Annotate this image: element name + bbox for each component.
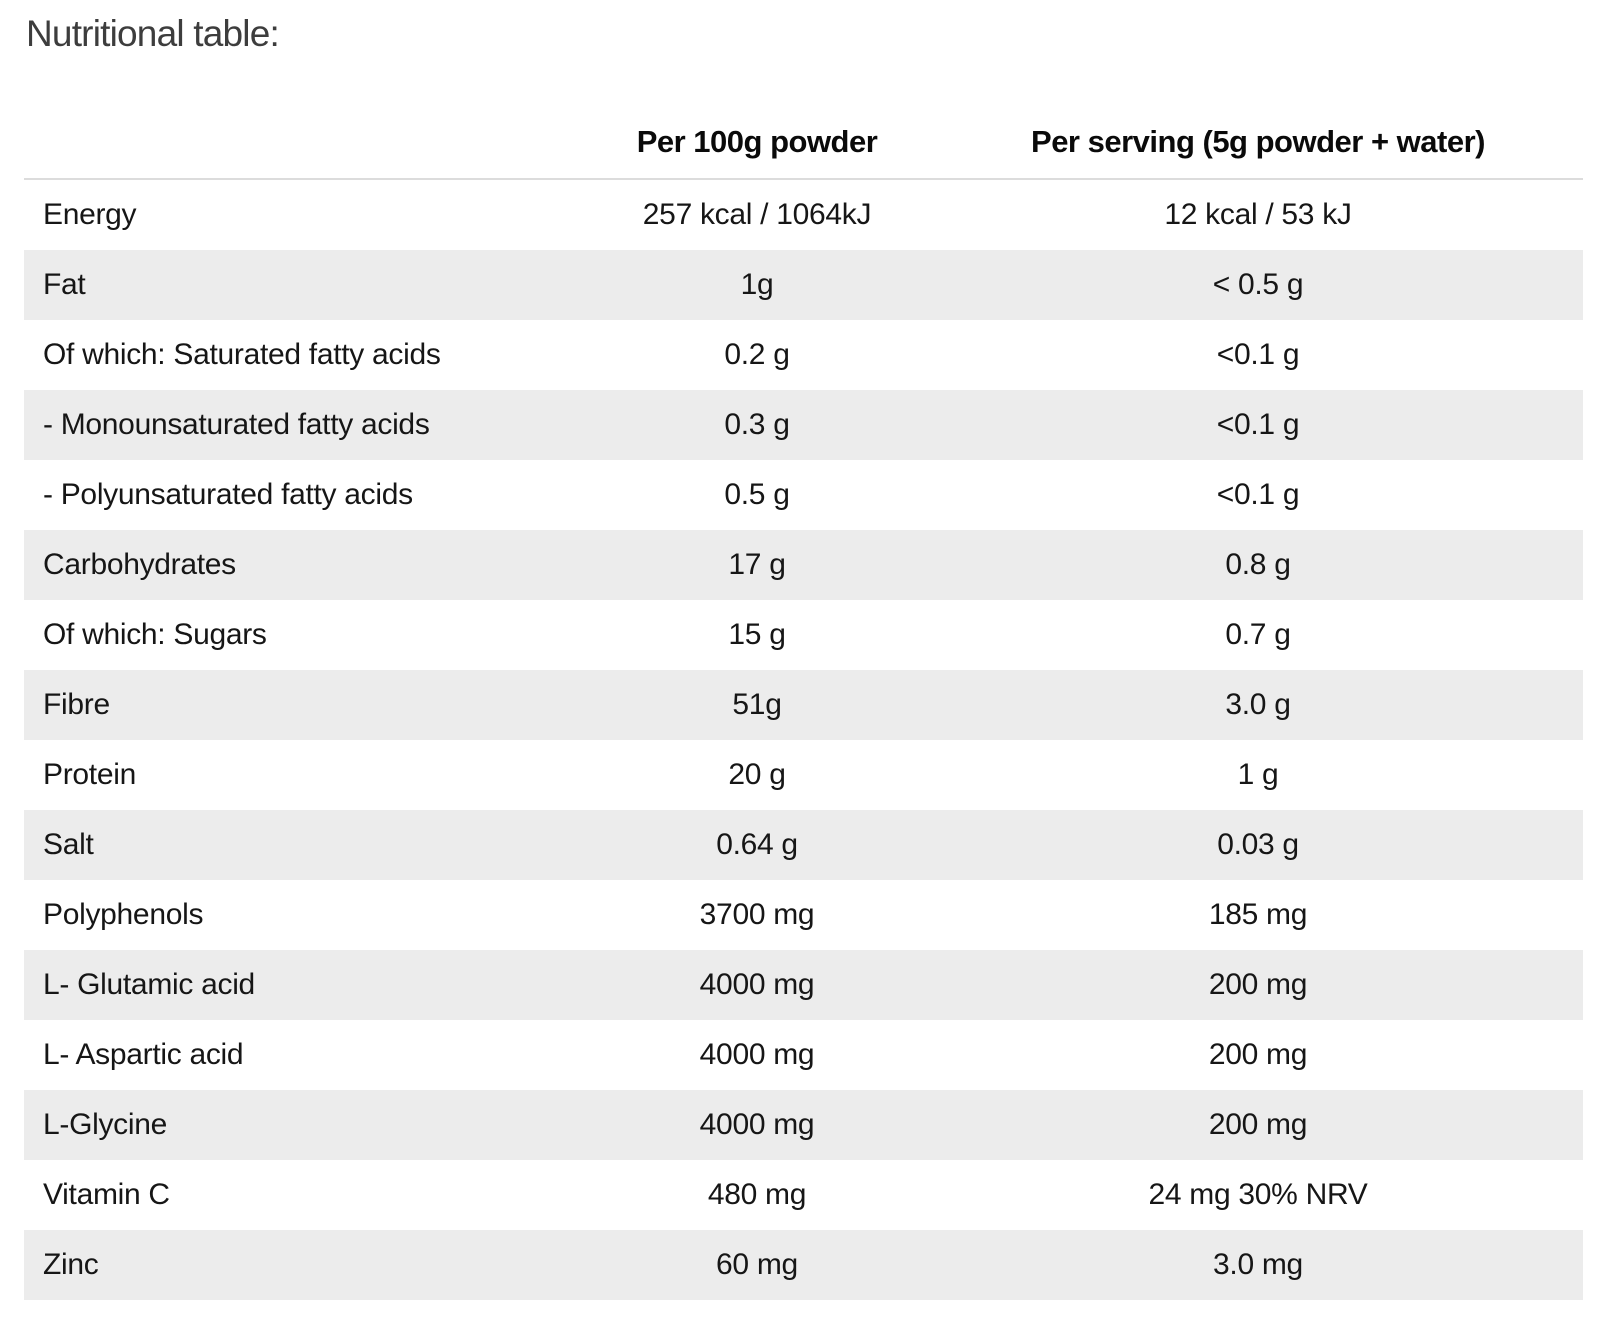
per-100g-value: 4000 mg xyxy=(699,968,815,1001)
page-title: Nutritional table: xyxy=(26,13,280,54)
table-row-zinc: Zinc 60 mg 3.0 mg xyxy=(24,1230,1583,1300)
per-100g-value: 15 g xyxy=(728,618,786,651)
per-serving-value: 0.7 g xyxy=(1225,618,1291,651)
per-100g-value: 4000 mg xyxy=(699,1038,815,1071)
per-serving-value: 200 mg xyxy=(1208,1108,1308,1141)
row-label: Fibre xyxy=(43,688,110,721)
table-row-salt: Salt 0.64 g 0.03 g xyxy=(24,810,1583,880)
per-serving-value: 12 kcal / 53 kJ xyxy=(1164,198,1352,231)
per-100g-value: 257 kcal / 1064kJ xyxy=(642,198,872,231)
per-serving-value: 200 mg xyxy=(1208,968,1308,1001)
row-label: Of which: Sugars xyxy=(43,618,267,651)
per-serving-value: 1 g xyxy=(1237,758,1279,791)
per-serving-value: 3.0 g xyxy=(1225,688,1291,721)
table-row-monounsaturated-fat: - Monounsaturated fatty acids 0.3 g <0.1… xyxy=(24,390,1583,460)
table-row-saturated-fat: Of which: Saturated fatty acids 0.2 g <0… xyxy=(24,320,1583,390)
table-row-sugars: Of which: Sugars 15 g 0.7 g xyxy=(24,600,1583,670)
per-100g-value: 0.5 g xyxy=(724,478,790,511)
row-label: Fat xyxy=(43,268,86,301)
table-row-polyunsaturated-fat: - Polyunsaturated fatty acids 0.5 g <0.1… xyxy=(24,460,1583,530)
per-100g-value: 1g xyxy=(740,268,774,301)
per-100g-value: 20 g xyxy=(728,758,786,791)
per-serving-value: 0.8 g xyxy=(1225,548,1291,581)
table-row-fat: Fat 1g < 0.5 g xyxy=(24,250,1583,320)
per-100g-value: 17 g xyxy=(728,548,786,581)
per-100g-value: 0.64 g xyxy=(716,828,798,861)
table-row-polyphenols: Polyphenols 3700 mg 185 mg xyxy=(24,880,1583,950)
row-label: Polyphenols xyxy=(43,898,204,931)
per-100g-value: 3700 mg xyxy=(699,898,815,931)
row-label: Zinc xyxy=(43,1248,99,1281)
per-100g-value: 0.2 g xyxy=(724,338,790,371)
table-row-protein: Protein 20 g 1 g xyxy=(24,740,1583,810)
per-100g-value: 480 mg xyxy=(707,1178,807,1211)
per-serving-value: <0.1 g xyxy=(1216,478,1300,511)
table-row-glycine: L-Glycine 4000 mg 200 mg xyxy=(24,1090,1583,1160)
row-label: - Polyunsaturated fatty acids xyxy=(43,478,413,511)
column-header-blank xyxy=(24,106,581,179)
per-100g-value: 4000 mg xyxy=(699,1108,815,1141)
per-100g-value: 0.3 g xyxy=(724,408,790,441)
header-row: Per 100g powder Per serving (5g powder +… xyxy=(24,106,1583,179)
per-serving-value: 0.03 g xyxy=(1217,828,1299,861)
row-label: L- Glutamic acid xyxy=(43,968,255,1001)
row-label: - Monounsaturated fatty acids xyxy=(43,408,430,441)
nutrition-table: Per 100g powder Per serving (5g powder +… xyxy=(24,106,1583,1300)
row-label: L- Aspartic acid xyxy=(43,1038,244,1071)
per-100g-value: 51g xyxy=(732,688,782,721)
row-label: Protein xyxy=(43,758,136,791)
per-100g-value: 60 mg xyxy=(716,1248,798,1281)
row-label: Salt xyxy=(43,828,94,861)
row-label: Energy xyxy=(43,198,137,231)
per-serving-value: < 0.5 g xyxy=(1212,268,1304,301)
per-serving-value: 200 mg xyxy=(1208,1038,1308,1071)
per-serving-value: 24 mg 30% NRV xyxy=(1148,1178,1368,1211)
table-row-aspartic-acid: L- Aspartic acid 4000 mg 200 mg xyxy=(24,1020,1583,1090)
table-row-glutamic-acid: L- Glutamic acid 4000 mg 200 mg xyxy=(24,950,1583,1020)
column-header-per-serving: Per serving (5g powder + water) xyxy=(1031,124,1485,159)
table-row-fibre: Fibre 51g 3.0 g xyxy=(24,670,1583,740)
table-row-vitamin-c: Vitamin C 480 mg 24 mg 30% NRV xyxy=(24,1160,1583,1230)
row-label: Carbohydrates xyxy=(43,548,236,581)
row-label: Of which: Saturated fatty acids xyxy=(43,338,441,371)
per-serving-value: 185 mg xyxy=(1208,898,1308,931)
row-label: L-Glycine xyxy=(43,1108,168,1141)
row-label: Vitamin C xyxy=(43,1178,170,1211)
per-serving-value: <0.1 g xyxy=(1216,338,1300,371)
table-row-carbohydrates: Carbohydrates 17 g 0.8 g xyxy=(24,530,1583,600)
column-header-per-100g: Per 100g powder xyxy=(636,124,878,159)
per-serving-value: 3.0 mg xyxy=(1213,1248,1303,1281)
per-serving-value: <0.1 g xyxy=(1216,408,1300,441)
table-row-energy: Energy 257 kcal / 1064kJ 12 kcal / 53 kJ xyxy=(24,179,1583,250)
